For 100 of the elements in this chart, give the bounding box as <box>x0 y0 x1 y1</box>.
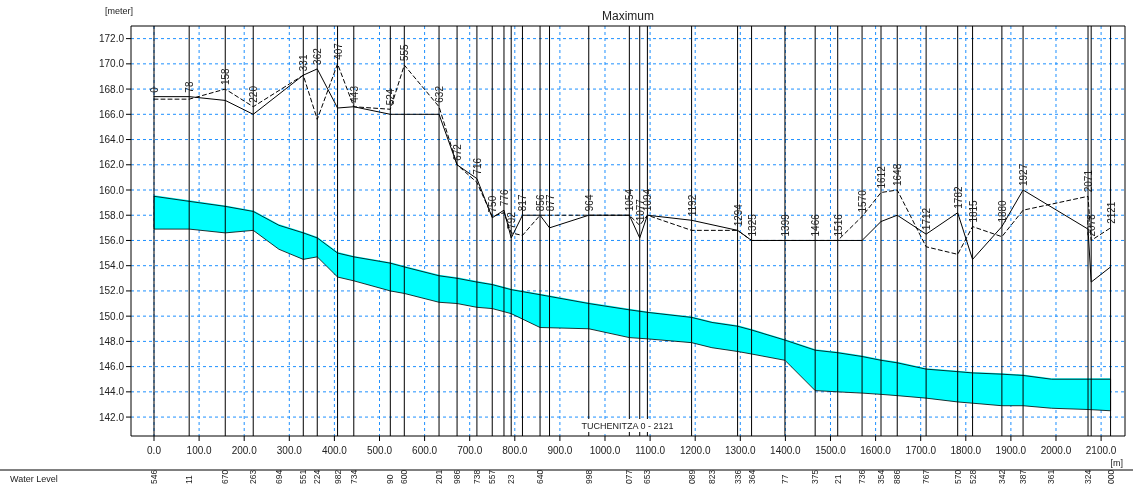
text: 670 <box>220 469 231 484</box>
ref-line-label: 1815 <box>967 199 979 223</box>
text: 528 <box>967 469 978 484</box>
x-tick-label: 2000.0 <box>1040 445 1072 456</box>
text: 000 <box>1105 469 1116 484</box>
text: 546 <box>149 469 159 484</box>
x-tick-label: 600.0 <box>412 445 438 456</box>
text: 089 <box>686 469 697 484</box>
text: 982 <box>332 469 343 484</box>
text: 201 <box>434 469 445 484</box>
y-tick-label: 158.0 <box>98 209 125 221</box>
ref-line-label: 964 <box>583 194 595 212</box>
text: 736 <box>857 469 868 484</box>
ref-line-label: 1570 <box>857 189 869 213</box>
y-axis-title: [meter] <box>104 6 133 16</box>
text: 738 <box>471 469 482 484</box>
chart-title: Maximum <box>601 9 655 23</box>
text: 224 <box>312 469 323 484</box>
ref-line-label: 632 <box>434 85 446 103</box>
text: 694 <box>273 469 284 484</box>
ref-line-label: 877 <box>544 194 556 212</box>
x-tick-label: 1700.0 <box>905 445 937 456</box>
ref-line-label: 555 <box>399 43 411 62</box>
x-tick-label: 1300.0 <box>725 445 757 456</box>
y-tick-label: 164.0 <box>98 134 125 146</box>
y-tick-label: 166.0 <box>98 108 125 120</box>
y-tick-label: 144.0 <box>98 386 125 398</box>
y-tick-label: 152.0 <box>98 285 125 297</box>
x-tick-label: 900.0 <box>547 445 573 456</box>
text: 551 <box>298 469 309 484</box>
ref-line-label: 1325 <box>746 213 758 237</box>
text: 823 <box>706 469 717 484</box>
text: 998 <box>583 469 594 484</box>
text: 077 <box>624 469 635 484</box>
ref-line-label: 158 <box>220 67 232 86</box>
x-tick-label: 1200.0 <box>679 445 711 456</box>
text: 77 <box>779 474 790 484</box>
y-tick-label: 160.0 <box>98 184 125 196</box>
ref-line-label: 78 <box>184 81 196 93</box>
ref-line-label: 1466 <box>810 213 822 237</box>
ref-line-label: 792 <box>506 211 518 229</box>
x-tick-label: 400.0 <box>321 445 348 456</box>
ref-line-label: 1782 <box>952 186 964 209</box>
y-tick-label: 168.0 <box>98 83 125 95</box>
ref-line-label: 2121 <box>1105 201 1117 224</box>
ref-line-label: 817 <box>517 194 529 212</box>
text: 767 <box>921 469 932 484</box>
ref-line-label: 716 <box>471 157 483 175</box>
text: 90 <box>385 474 396 484</box>
text: 361 <box>1046 469 1057 484</box>
x-tick-label: 2100.0 <box>1085 445 1117 456</box>
text: 342 <box>996 469 1007 484</box>
text: 986 <box>452 469 463 484</box>
y-tick-label: 150.0 <box>98 310 125 322</box>
x-tick-label: 1900.0 <box>995 445 1027 456</box>
ref-line-label: 1294 <box>732 203 744 227</box>
ref-line-label: 331 <box>298 54 310 72</box>
text: 653 <box>642 469 653 484</box>
ref-line-label: 776 <box>498 189 510 207</box>
text: 11 <box>184 474 195 484</box>
y-tick-label: 146.0 <box>98 361 125 373</box>
text: 336 <box>732 469 743 484</box>
annotation: TUCHENITZA 0 - 2121 <box>581 421 674 431</box>
ref-line-label: 856 <box>535 194 547 212</box>
ref-line-label: 1712 <box>921 207 933 231</box>
ref-line-label: 524 <box>385 88 397 106</box>
text: 387 <box>1018 469 1029 484</box>
text: 23 <box>506 474 517 484</box>
x-tick-label: 1500.0 <box>815 445 847 456</box>
text: 354 <box>876 469 887 484</box>
ref-line-label: 1516 <box>832 213 844 237</box>
x-axis-title: [m] <box>1110 458 1123 468</box>
ref-line-label: 1192 <box>686 194 698 217</box>
ref-line-label: 0 <box>149 86 160 93</box>
x-tick-label: 0.0 <box>147 445 162 456</box>
ref-line-label: 362 <box>312 47 324 65</box>
text: 364 <box>746 469 757 484</box>
y-tick-label: 172.0 <box>98 33 125 45</box>
x-tick-label: 1100.0 <box>635 445 666 456</box>
ref-line-label: 1927 <box>1018 163 1030 186</box>
x-tick-label: 300.0 <box>276 445 303 456</box>
x-tick-label: 800.0 <box>502 445 528 456</box>
text: 324 <box>1083 469 1094 484</box>
y-tick-label: 156.0 <box>98 234 125 246</box>
text: 600 <box>399 469 410 484</box>
x-tick-label: 700.0 <box>457 445 483 456</box>
y-tick-label: 148.0 <box>98 335 125 347</box>
text: 557 <box>487 469 498 484</box>
text: 21 <box>832 474 843 484</box>
ref-line-label: 1077 <box>634 198 646 222</box>
x-tick-label: 500.0 <box>366 445 393 456</box>
text: 263 <box>248 469 259 484</box>
y-tick-label: 142.0 <box>98 411 125 423</box>
ref-line-label: 220 <box>248 85 260 103</box>
ref-line-label: 1880 <box>996 199 1008 223</box>
ref-line-label: 407 <box>332 42 344 60</box>
x-tick-label: 1800.0 <box>950 445 982 456</box>
text: 640 <box>535 469 546 484</box>
ref-line-label: 443 <box>348 85 360 103</box>
text: 375 <box>810 469 821 484</box>
